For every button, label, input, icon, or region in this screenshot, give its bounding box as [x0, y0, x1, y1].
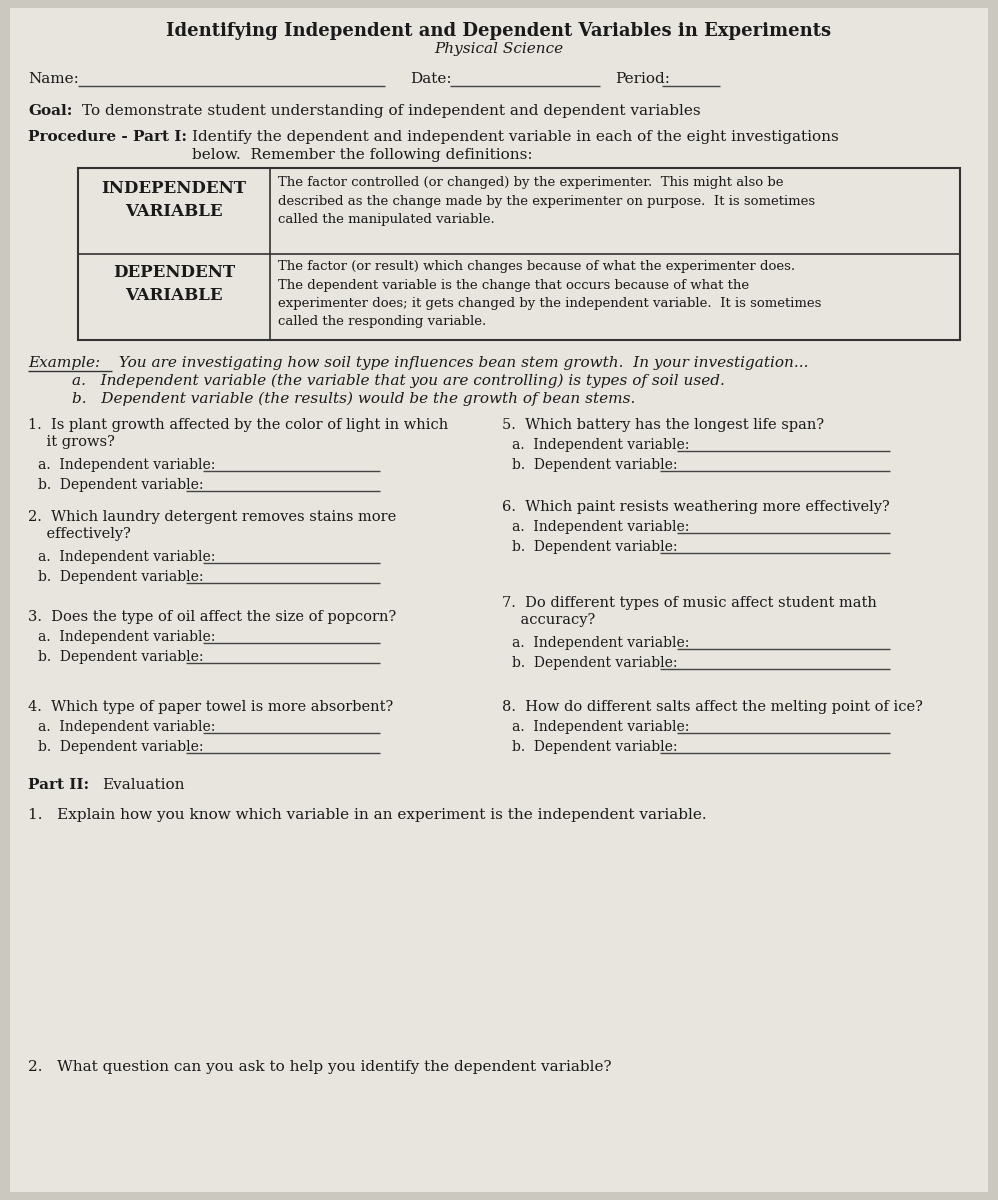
Text: Period:: Period: [615, 72, 670, 86]
Text: Physical Science: Physical Science [434, 42, 564, 56]
Text: Procedure - Part I:: Procedure - Part I: [28, 130, 187, 144]
Text: Part II:: Part II: [28, 778, 89, 792]
Text: b.  Dependent variable:: b. Dependent variable: [512, 458, 678, 472]
Bar [78, 168, 960, 340]
Text: DEPENDENT
VARIABLE: DEPENDENT VARIABLE [113, 264, 236, 305]
Text: Name:: Name: [28, 72, 79, 86]
Text: a.  Independent variable:: a. Independent variable: [512, 520, 690, 534]
Text: 1.  Is plant growth affected by the color of light in which
    it grows?: 1. Is plant growth affected by the color… [28, 418, 448, 449]
Text: Example:: Example: [28, 356, 100, 370]
Text: You are investigating how soil type influences bean stem growth.  In your invest: You are investigating how soil type infl… [114, 356, 808, 370]
Text: a.   Independent variable (the variable that you are controlling) is types of so: a. Independent variable (the variable th… [72, 374, 725, 389]
Text: 1.   Explain how you know which variable in an experiment is the independent var: 1. Explain how you know which variable i… [28, 808, 707, 822]
Text: b.   Dependent variable (the results) would be the growth of bean stems.: b. Dependent variable (the results) woul… [72, 392, 636, 407]
Text: below.  Remember the following definitions:: below. Remember the following definition… [192, 148, 533, 162]
Text: b.  Dependent variable:: b. Dependent variable: [512, 540, 678, 554]
Text: a.  Independent variable:: a. Independent variable: [38, 720, 216, 734]
Text: The factor controlled (or changed) by the experimenter.  This might also be
desc: The factor controlled (or changed) by th… [278, 176, 815, 226]
Text: b.  Dependent variable:: b. Dependent variable: [38, 570, 204, 584]
Text: To demonstrate student understanding of independent and dependent variables: To demonstrate student understanding of … [82, 104, 701, 118]
Text: 6.  Which paint resists weathering more effectively?: 6. Which paint resists weathering more e… [502, 500, 890, 514]
Text: b.  Dependent variable:: b. Dependent variable: [38, 650, 204, 664]
Text: a.  Independent variable:: a. Independent variable: [38, 550, 216, 564]
Text: b.  Dependent variable:: b. Dependent variable: [38, 478, 204, 492]
Text: 8.  How do different salts affect the melting point of ice?: 8. How do different salts affect the mel… [502, 700, 923, 714]
Text: Date:: Date: [410, 72, 452, 86]
Text: a.  Independent variable:: a. Independent variable: [512, 720, 690, 734]
Text: Identify the dependent and independent variable in each of the eight investigati: Identify the dependent and independent v… [192, 130, 838, 144]
Text: Evaluation: Evaluation [102, 778, 185, 792]
Text: a.  Independent variable:: a. Independent variable: [38, 630, 216, 644]
Text: 2.  Which laundry detergent removes stains more
    effectively?: 2. Which laundry detergent removes stain… [28, 510, 396, 541]
Text: INDEPENDENT
VARIABLE: INDEPENDENT VARIABLE [102, 180, 247, 221]
Text: b.  Dependent variable:: b. Dependent variable: [38, 740, 204, 754]
Text: b.  Dependent variable:: b. Dependent variable: [512, 656, 678, 670]
Text: Goal:: Goal: [28, 104, 73, 118]
Text: a.  Independent variable:: a. Independent variable: [38, 458, 216, 472]
Text: 2.   What question can you ask to help you identify the dependent variable?: 2. What question can you ask to help you… [28, 1060, 612, 1074]
Text: Identifying Independent and Dependent Variables in Experiments: Identifying Independent and Dependent Va… [167, 22, 831, 40]
Text: a.  Independent variable:: a. Independent variable: [512, 636, 690, 650]
Text: b.  Dependent variable:: b. Dependent variable: [512, 740, 678, 754]
Text: 3.  Does the type of oil affect the size of popcorn?: 3. Does the type of oil affect the size … [28, 610, 396, 624]
Text: 4.  Which type of paper towel is more absorbent?: 4. Which type of paper towel is more abs… [28, 700, 393, 714]
Text: a.  Independent variable:: a. Independent variable: [512, 438, 690, 452]
Text: The factor (or result) which changes because of what the experimenter does.
The : The factor (or result) which changes bec… [278, 260, 821, 329]
Text: 5.  Which battery has the longest life span?: 5. Which battery has the longest life sp… [502, 418, 824, 432]
Text: 7.  Do different types of music affect student math
    accuracy?: 7. Do different types of music affect st… [502, 596, 877, 628]
